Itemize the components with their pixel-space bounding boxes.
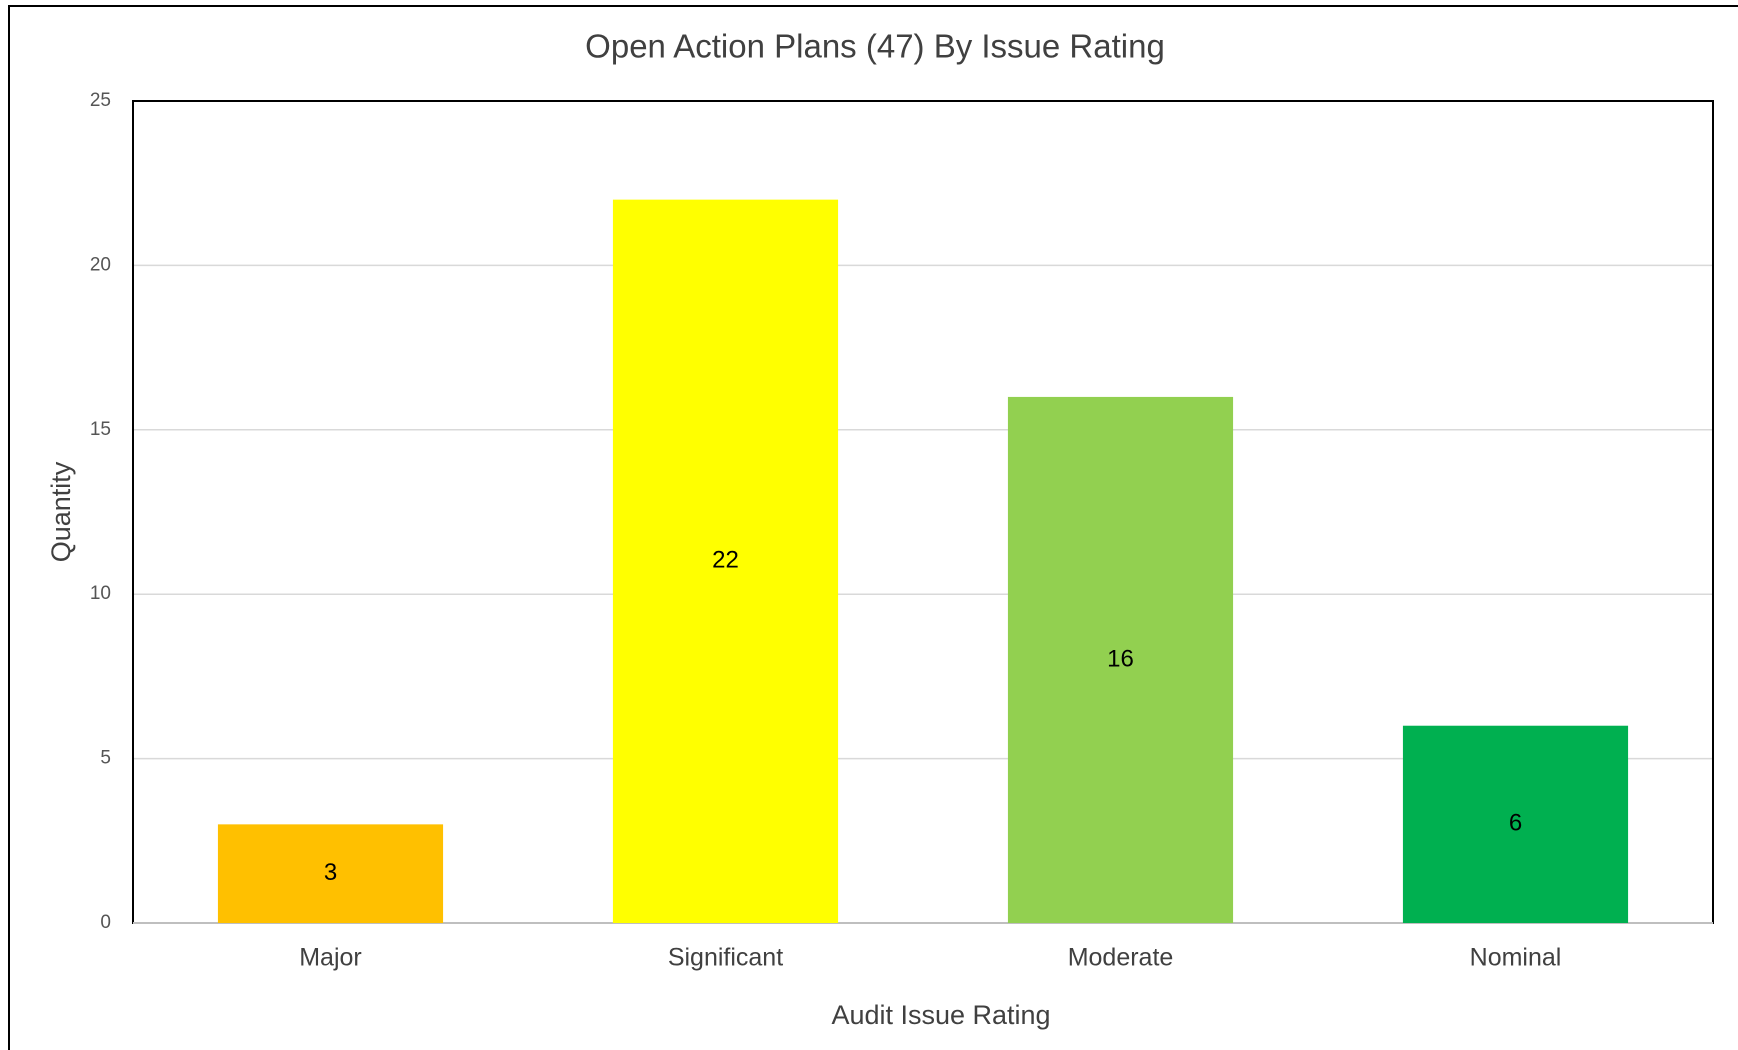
- y-tick-label: 15: [90, 419, 111, 440]
- bar: [1402, 725, 1629, 923]
- x-tick-label: Significant: [668, 944, 783, 972]
- y-tick-label: 5: [100, 748, 111, 769]
- bar: [612, 199, 839, 923]
- data-label: 22: [712, 547, 739, 574]
- x-tick-label: Nominal: [1470, 944, 1562, 972]
- x-axis-title: Audit Issue Rating: [831, 1000, 1050, 1030]
- data-label: 3: [324, 859, 337, 886]
- y-tick-label: 10: [90, 583, 111, 604]
- chart-title: Open Action Plans (47) By Issue Rating: [585, 28, 1165, 65]
- bar: [1007, 396, 1234, 923]
- data-label: 6: [1509, 810, 1522, 837]
- y-tick-label: 20: [90, 254, 111, 275]
- bar: [217, 824, 444, 923]
- y-tick-label: 25: [90, 90, 111, 111]
- y-tick-label: 0: [100, 912, 111, 933]
- y-axis-title: Quantity: [46, 461, 76, 562]
- data-label: 16: [1107, 645, 1134, 672]
- x-tick-label: Major: [299, 944, 362, 972]
- x-tick-label: Moderate: [1068, 944, 1174, 972]
